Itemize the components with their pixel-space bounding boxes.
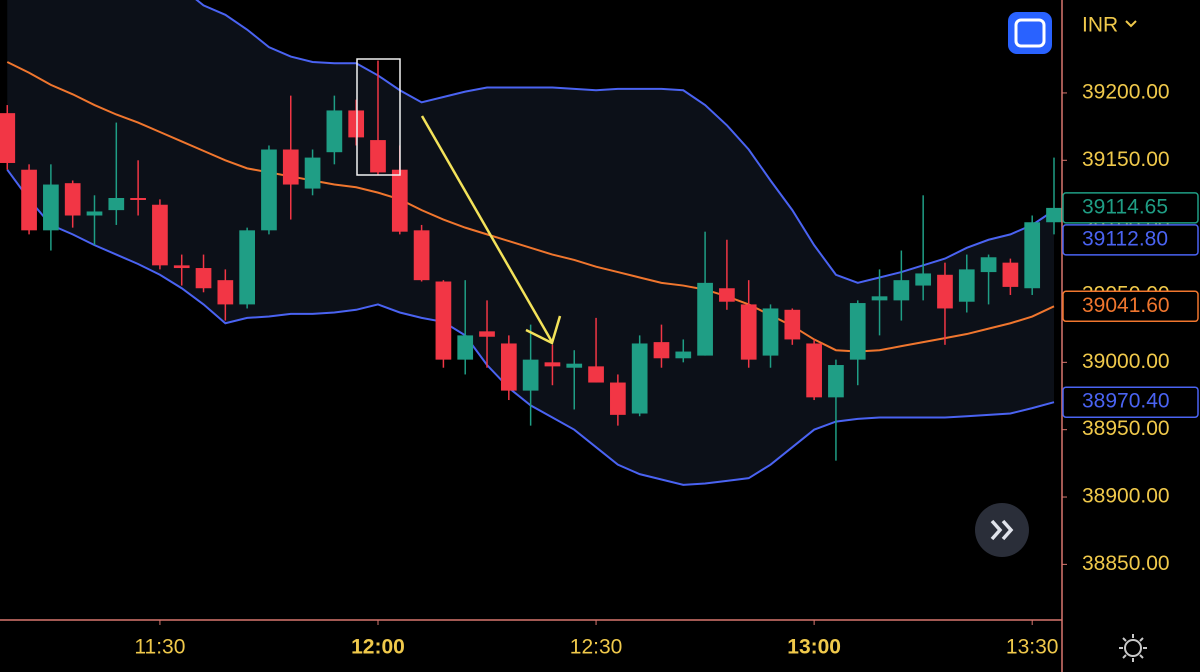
candle-body xyxy=(217,280,234,305)
candle-body xyxy=(43,184,59,231)
price-tag-label: 39041.60 xyxy=(1082,294,1170,317)
price-tag-label: 39112.80 xyxy=(1082,227,1168,250)
x-tick-label: 12:00 xyxy=(351,636,405,659)
candle-body xyxy=(871,296,888,301)
candle-body xyxy=(784,309,801,340)
x-tick-label: 13:30 xyxy=(1006,636,1059,659)
candle-body xyxy=(958,269,975,302)
highlight-box xyxy=(356,58,401,176)
candle-body xyxy=(64,183,81,216)
currency-chevron[interactable] xyxy=(1125,20,1137,28)
candle-body xyxy=(893,280,910,301)
x-tick-label: 12:30 xyxy=(570,636,623,659)
price-tag xyxy=(1062,224,1199,256)
candle-body xyxy=(719,288,735,302)
x-tick-label: 13:00 xyxy=(787,636,841,659)
candle-body xyxy=(326,110,343,153)
candle-body xyxy=(1002,262,1019,287)
candle-body xyxy=(173,265,190,269)
price-tag xyxy=(1062,386,1199,418)
candle-body xyxy=(740,304,757,360)
annotations xyxy=(356,58,562,345)
candle-body xyxy=(86,211,103,216)
candle-body xyxy=(195,268,212,289)
candle-body xyxy=(391,169,408,232)
candle-body xyxy=(697,282,713,356)
price-tag xyxy=(1062,192,1199,224)
candle-body xyxy=(261,149,277,231)
candle-body xyxy=(806,343,822,398)
y-tick-label: 38950.00 xyxy=(1082,417,1170,440)
fullscreen-button[interactable] xyxy=(1008,12,1052,54)
scroll-to-latest[interactable] xyxy=(975,503,1029,557)
candle-body xyxy=(239,230,255,305)
candle-body xyxy=(566,363,583,368)
price-tag-label: 38970.40 xyxy=(1082,390,1170,413)
y-tick-label: 39000.00 xyxy=(1082,350,1170,373)
candle-body xyxy=(457,335,474,360)
y-tick-label: 38900.00 xyxy=(1082,485,1170,508)
candle-body xyxy=(849,303,866,360)
candle-body xyxy=(762,308,779,356)
candle-body xyxy=(937,274,953,309)
candle-body xyxy=(522,359,539,391)
candle-body xyxy=(370,140,386,173)
candle-body xyxy=(282,149,299,185)
candle-body xyxy=(0,113,16,163)
candle-body xyxy=(479,331,495,337)
candle-body xyxy=(1024,222,1041,289)
y-tick-label: 38850.00 xyxy=(1082,552,1170,575)
candle-body xyxy=(828,365,844,398)
candle-body xyxy=(631,343,648,414)
candle-body xyxy=(413,230,430,281)
arrow-head xyxy=(525,315,562,345)
candle-body xyxy=(304,157,321,189)
candle-body xyxy=(21,169,37,231)
candle-body xyxy=(915,273,932,286)
candle-body xyxy=(1046,207,1062,223)
candle-body xyxy=(152,204,168,266)
candle-body xyxy=(108,198,125,211)
candle-body xyxy=(130,198,146,201)
candle-body xyxy=(653,342,670,359)
price-tags: 39114.65 39112.80 39041.60 38970.40 xyxy=(1062,192,1199,418)
candle-body xyxy=(348,110,365,138)
candle-body xyxy=(544,362,561,367)
arrow xyxy=(420,115,554,343)
x-tick-label: 11:30 xyxy=(134,636,185,659)
price-tag-label: 39114.65 xyxy=(1082,195,1168,218)
y-tick-label: 39150.00 xyxy=(1082,148,1170,171)
y-tick-label: 39200.00 xyxy=(1082,80,1170,103)
candle-body xyxy=(610,382,626,415)
candle-body xyxy=(435,281,452,360)
candle-body xyxy=(675,351,692,359)
band-line xyxy=(6,61,1055,353)
candle-body xyxy=(588,366,604,383)
candle-body xyxy=(980,257,997,273)
settings-icon[interactable] xyxy=(1119,634,1147,662)
currency[interactable]: INR xyxy=(1082,14,1118,37)
candle-body xyxy=(500,343,517,391)
band-fill xyxy=(7,0,1054,485)
price-tag xyxy=(1062,290,1199,323)
plot-area xyxy=(0,0,1062,486)
